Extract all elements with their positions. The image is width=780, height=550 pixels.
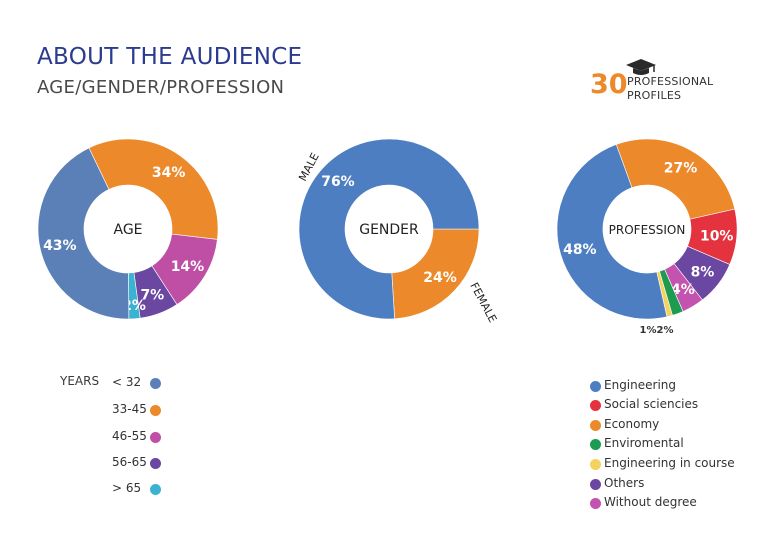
age-value-label: 14% bbox=[171, 259, 205, 275]
legend-label: Engineering bbox=[604, 378, 676, 392]
gender-value-label: 24% bbox=[423, 270, 457, 286]
graduation-cap-icon bbox=[626, 59, 656, 75]
legend-dot-icon bbox=[590, 498, 601, 509]
legend-dot-icon bbox=[590, 420, 601, 431]
legend-label: Economy bbox=[604, 417, 660, 431]
gender-value-label: 76% bbox=[321, 174, 355, 190]
legend-label: 33-45 bbox=[112, 402, 147, 416]
legend-label: 56-65 bbox=[112, 455, 147, 469]
badge-number: 30 bbox=[590, 69, 628, 100]
legend-dot-icon bbox=[590, 381, 601, 392]
center-label: AGE bbox=[113, 222, 142, 238]
donut-hole bbox=[345, 185, 433, 273]
legend-label: Social sciencies bbox=[604, 397, 699, 411]
profession-value-label: 4% bbox=[671, 282, 695, 298]
gender-label-female: FEMALE bbox=[467, 280, 499, 324]
profession-value-label: 48% bbox=[563, 242, 597, 258]
center-label: GENDER bbox=[359, 222, 419, 238]
legend-label: Engineering in course bbox=[604, 456, 735, 470]
legend-dot-icon bbox=[590, 400, 601, 411]
donut-hole bbox=[603, 185, 691, 273]
profession-donut-chart: 27% 10% 8%4% 2%1% 48% PROFESSION bbox=[556, 138, 738, 336]
legend-label: Others bbox=[604, 476, 645, 490]
legend-dot-icon bbox=[150, 405, 161, 416]
age-legend-title: YEARS bbox=[60, 374, 100, 388]
age-value-label: 7% bbox=[140, 288, 164, 304]
professional-profiles-badge: 30 PROFESSIONAL PROFILES bbox=[590, 58, 750, 108]
center-label: PROFESSION bbox=[609, 223, 686, 237]
badge-line-1: PROFESSIONAL bbox=[627, 75, 714, 88]
profession-value-label: 1% bbox=[640, 325, 657, 336]
legend-dot-icon bbox=[150, 458, 161, 469]
profession-value-label: 8% bbox=[691, 265, 715, 281]
legend-label: Without degree bbox=[604, 495, 697, 509]
profession-value-label: 2% bbox=[657, 325, 674, 336]
age-value-label: 43% bbox=[43, 238, 77, 254]
donut-hole bbox=[84, 185, 172, 273]
age-value-label: 34% bbox=[152, 165, 186, 181]
legend-dot-icon bbox=[150, 378, 161, 389]
legend-dot-icon bbox=[590, 479, 601, 490]
profession-value-label: 27% bbox=[664, 161, 698, 177]
legend-dot-icon bbox=[150, 484, 161, 495]
page-subtitle: AGE/GENDER/PROFESSION bbox=[37, 77, 285, 98]
age-donut-chart: 34%14%7%2%43%AGE bbox=[37, 138, 219, 320]
legend-label: > 65 bbox=[112, 481, 142, 495]
legend-dot-icon bbox=[590, 459, 601, 470]
badge-line-2: PROFILES bbox=[627, 89, 682, 102]
legend-label: 46-55 bbox=[112, 429, 147, 443]
legend-dot-icon bbox=[590, 439, 601, 450]
profession-value-label: 10% bbox=[700, 228, 734, 244]
page-title: ABOUT THE AUDIENCE bbox=[37, 44, 303, 70]
legend-label: < 32 bbox=[112, 375, 142, 389]
legend-label: Enviromental bbox=[604, 436, 684, 450]
legend-dot-icon bbox=[150, 432, 161, 443]
